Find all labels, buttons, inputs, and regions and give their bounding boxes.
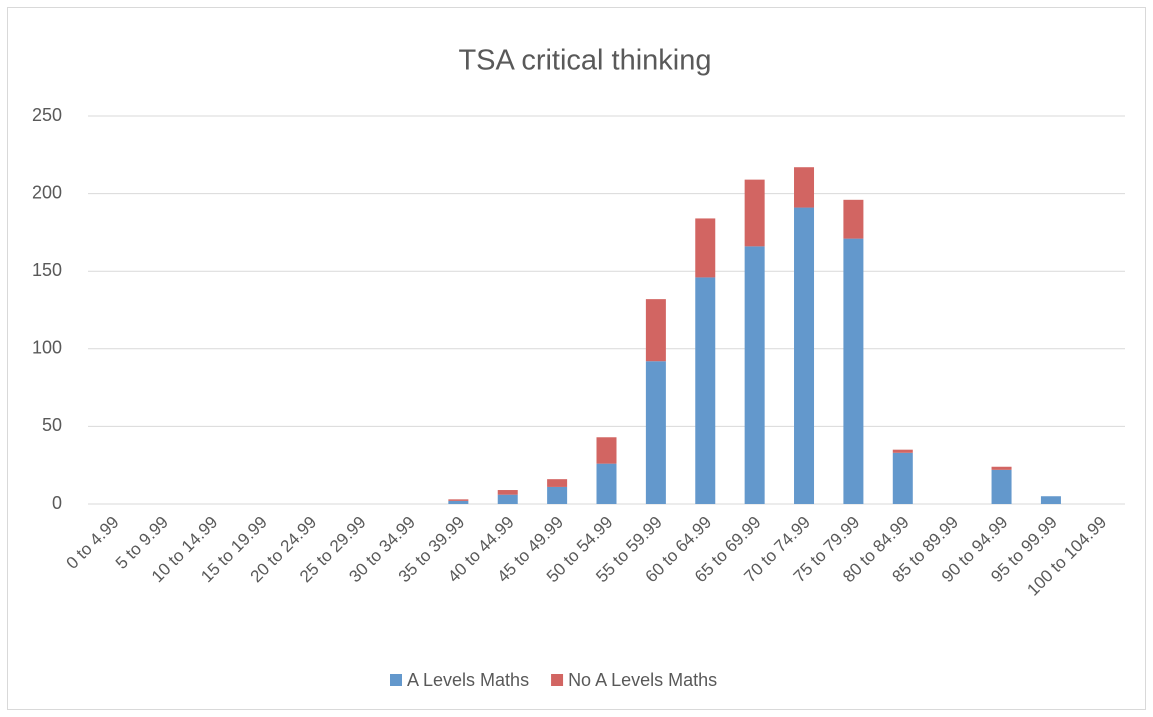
bar-segment (794, 207, 815, 504)
legend-swatch (551, 674, 564, 686)
y-tick-label: 0 (52, 493, 62, 513)
legend-label: No A Levels Maths (568, 670, 717, 690)
y-tick-label: 100 (32, 338, 62, 358)
bar-segment (497, 490, 518, 495)
bar-segment (695, 218, 716, 278)
bar-segment (744, 246, 765, 505)
y-tick-label: 150 (32, 260, 62, 280)
y-tick-label: 50 (42, 415, 62, 435)
bar-segment (892, 449, 913, 453)
bar-segment (1040, 496, 1061, 504)
bar-segment (794, 167, 815, 208)
bar-segment (596, 463, 617, 504)
bar-segment (991, 469, 1012, 504)
bar-segment (695, 277, 716, 504)
bar-segment (645, 299, 666, 362)
bar-segment (497, 494, 518, 504)
bar-segment (547, 479, 568, 487)
bar-segment (448, 500, 469, 504)
bar-segment (448, 499, 469, 501)
bar-segment (645, 361, 666, 504)
bar-segment (991, 466, 1012, 470)
legend-label: A Levels Maths (407, 670, 529, 690)
chart-title: TSA critical thinking (458, 45, 711, 77)
bar-segment (596, 437, 617, 464)
bar-segment (843, 199, 864, 239)
bar-segment (744, 179, 765, 247)
legend-swatch (390, 674, 402, 686)
bar-segment (892, 452, 913, 504)
bar-segment (843, 238, 864, 504)
y-tick-label: 250 (32, 105, 62, 125)
bar-segment (547, 486, 568, 504)
y-tick-label: 200 (32, 182, 62, 202)
chart-frame (7, 7, 1146, 710)
